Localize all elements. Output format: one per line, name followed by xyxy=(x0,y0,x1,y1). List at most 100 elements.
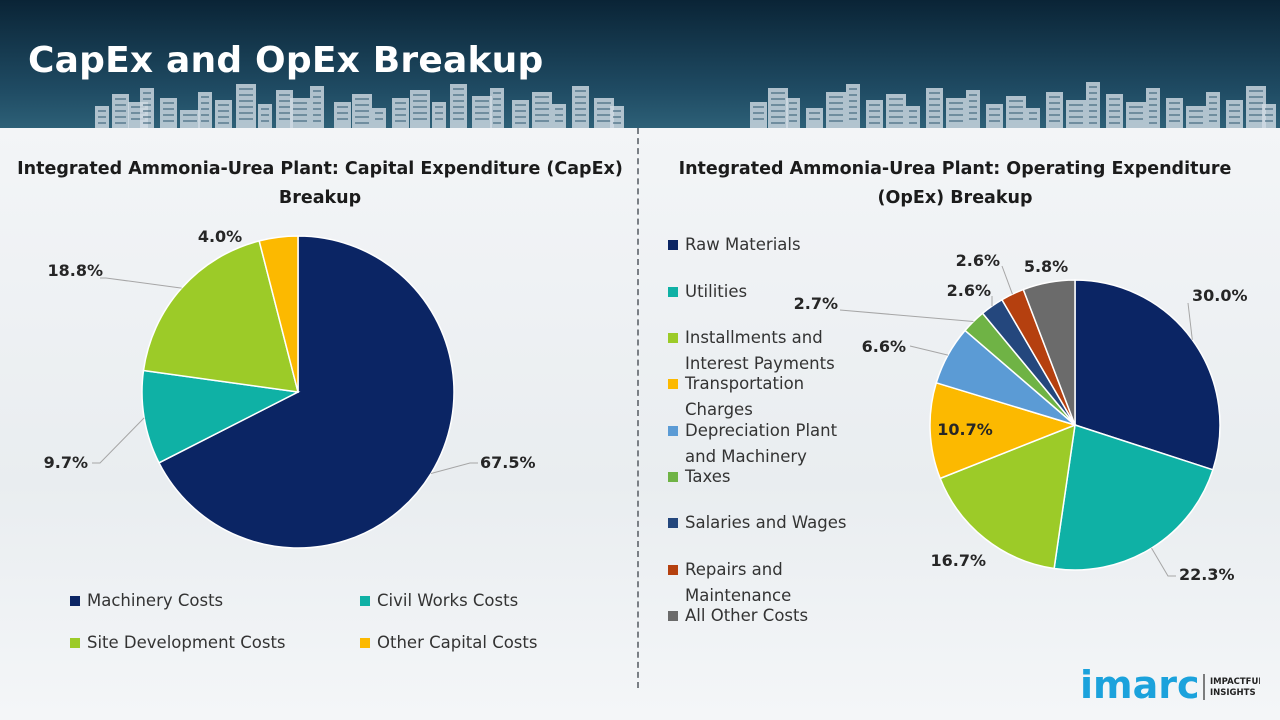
skyline-building xyxy=(610,106,624,128)
skyline-window-row xyxy=(1069,104,1083,106)
skyline-building xyxy=(160,98,177,128)
skyline-window-row xyxy=(1089,92,1097,94)
skyline-window-row xyxy=(493,122,501,124)
skyline-window-row xyxy=(849,94,857,96)
skyline-window-row xyxy=(395,108,406,110)
skyline-window-row xyxy=(201,114,209,116)
skyline-window-row xyxy=(753,118,764,120)
skyline-window-row xyxy=(1049,114,1060,116)
skyline-window-row xyxy=(575,120,586,122)
skyline-window-row xyxy=(1209,120,1217,122)
skyline-window-row xyxy=(115,98,126,100)
skyline-window-row xyxy=(218,122,229,124)
legend-label-line: Taxes xyxy=(685,467,731,486)
skyline-window-row xyxy=(1149,122,1157,124)
skyline-window-row xyxy=(1265,114,1273,116)
skyline-window-row xyxy=(889,116,903,118)
opex-leader-line xyxy=(909,345,949,356)
capex-legend-item: Site Development Costs xyxy=(70,630,286,656)
skyline-window-row xyxy=(597,108,611,110)
skyline-building xyxy=(866,100,883,128)
skyline-window-row xyxy=(98,116,106,118)
skyline-window-row xyxy=(355,98,369,100)
skyline-window-row xyxy=(279,100,290,102)
legend-swatch xyxy=(668,518,678,528)
skyline-window-row xyxy=(535,114,549,116)
capex-pie-slice xyxy=(141,369,301,464)
skyline-window-row xyxy=(949,114,963,116)
capex-pie-slice xyxy=(142,239,300,393)
skyline-window-row xyxy=(869,116,880,118)
skyline-window-row xyxy=(115,116,126,118)
skyline-window-row xyxy=(929,92,940,94)
skyline-window-row xyxy=(313,114,321,116)
opex-data-label: 2.7% xyxy=(794,294,838,313)
skyline-building xyxy=(1246,86,1266,128)
skyline-building xyxy=(1262,104,1276,128)
opex-legend-item: Repairs and Maintenance xyxy=(668,557,791,609)
skyline-building xyxy=(310,86,324,128)
capex-legend-item: Machinery Costs xyxy=(70,588,223,614)
opex-data-label: 10.7% xyxy=(937,420,993,439)
imarc-logo: imarc IMPACTFUL INSIGHTS xyxy=(1080,663,1260,707)
skyline-window-row xyxy=(1209,108,1217,110)
skyline-window-row xyxy=(989,108,1000,110)
skyline-window-row xyxy=(575,90,586,92)
skyline-window-row xyxy=(1089,98,1097,100)
skyline-window-row xyxy=(771,116,785,118)
skyline-window-row xyxy=(131,112,145,114)
capex-chart-title-line2: Breakup xyxy=(278,188,362,208)
skyline-window-row xyxy=(889,110,903,112)
capex-legend-item: Other Capital Costs xyxy=(360,630,537,656)
skyline-window-row xyxy=(597,114,611,116)
legend-swatch xyxy=(668,333,678,343)
skyline-window-row xyxy=(413,106,427,108)
skyline-window-row xyxy=(1069,110,1083,112)
skyline-window-row xyxy=(239,100,253,102)
skyline-window-row xyxy=(293,102,307,104)
skyline-window-row xyxy=(1249,90,1263,92)
legend-label: All Other Costs xyxy=(685,603,808,629)
skyline-window-row xyxy=(1009,118,1023,120)
skyline-window-row xyxy=(969,106,977,108)
opex-pie-slice xyxy=(929,381,1078,480)
skyline-building xyxy=(768,88,788,128)
legend-label: Salaries and Wages xyxy=(685,510,847,536)
page-title: CapEx and OpEx Breakup xyxy=(28,40,544,81)
skyline-window-row xyxy=(201,108,209,110)
skyline-building xyxy=(926,88,943,128)
capex-pie-chart: 67.5% 9.7% 18.8% 4.0% xyxy=(44,227,536,549)
skyline-window-row xyxy=(929,116,940,118)
skyline-window-row xyxy=(949,108,963,110)
skyline-window-row xyxy=(989,120,1000,122)
panel-divider xyxy=(637,128,639,688)
skyline-window-row xyxy=(849,118,857,120)
skyline-window-row xyxy=(1109,110,1120,112)
skyline-window-row xyxy=(949,120,963,122)
capex-data-label: 18.8% xyxy=(47,261,103,280)
skyline-window-row xyxy=(949,102,963,104)
skyline-building xyxy=(392,98,409,128)
skyline-building xyxy=(215,100,232,128)
skyline-window-row xyxy=(889,98,903,100)
skyline-window-row xyxy=(453,100,464,102)
legend-label-line: Charges xyxy=(685,400,753,419)
legend-label-line: Interest Payments xyxy=(685,354,835,373)
legend-label: Raw Materials xyxy=(685,232,801,258)
logo-wordmark: imarc xyxy=(1080,663,1200,707)
skyline-window-row xyxy=(453,88,464,90)
skyline-window-row xyxy=(115,122,126,124)
skyline-window-row xyxy=(753,112,764,114)
skyline-window-row xyxy=(493,98,501,100)
skyline-window-row xyxy=(337,112,348,114)
skyline-window-row xyxy=(115,110,126,112)
skyline-window-row xyxy=(493,92,501,94)
skyline-window-row xyxy=(1229,104,1240,106)
skyline-building xyxy=(276,90,293,128)
opex-chart-title: Integrated Ammonia-Urea Plant: Operating… xyxy=(645,155,1265,213)
skyline-window-row xyxy=(555,108,563,110)
opex-legend-item: Taxes xyxy=(668,464,730,490)
skyline-window-row xyxy=(143,110,151,112)
skyline-window-row xyxy=(1249,102,1263,104)
skyline-window-row xyxy=(771,110,785,112)
